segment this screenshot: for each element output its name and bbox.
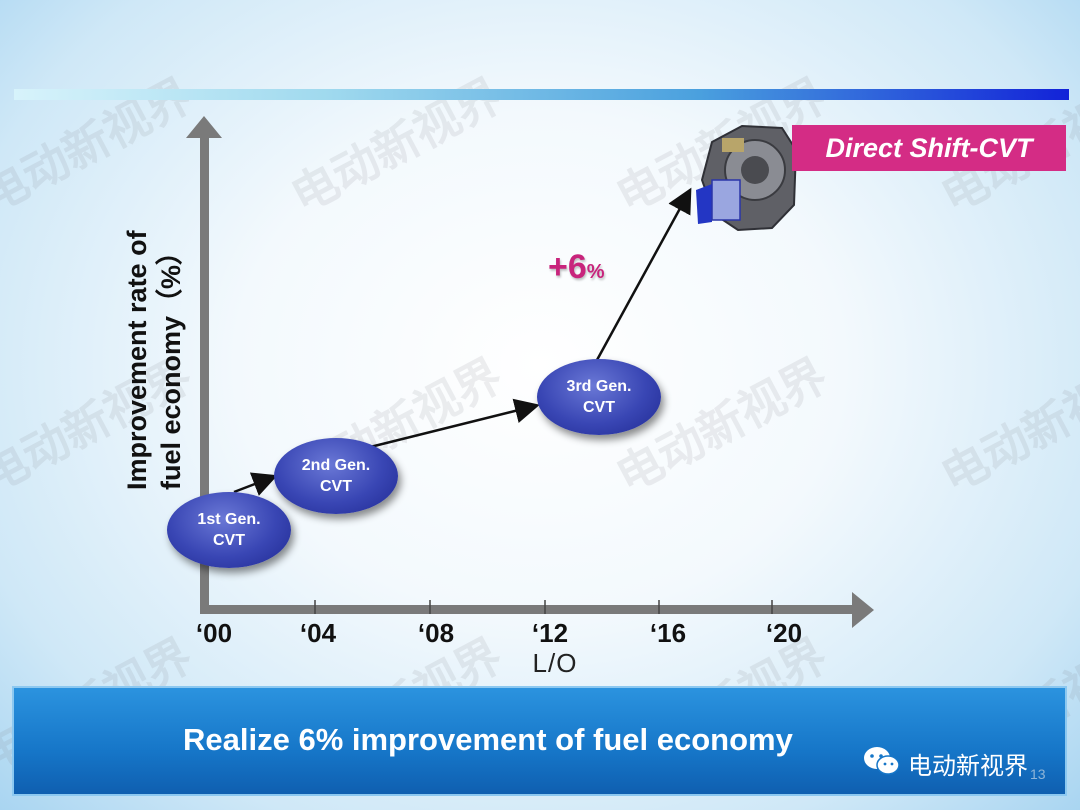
summary-banner — [12, 686, 1067, 796]
gen3-cvt-node: 3rd Gen. CVT — [537, 359, 661, 435]
arrow-gen3-dsc — [595, 187, 692, 361]
x-tick-label: ‘08 — [417, 618, 455, 648]
wechat-account-label: 电动新视界 — [908, 753, 1028, 780]
x-tick-label: ‘12 — [531, 618, 569, 648]
y-axis-label: Improvement rate of fuel economy（%） — [120, 190, 200, 490]
x-tick-label: ‘16 — [649, 618, 687, 648]
transmission-image — [696, 124, 798, 232]
gen2-cvt-node: 2nd Gen. CVT — [274, 438, 398, 514]
improvement-value: +6 — [548, 248, 587, 286]
direct-shift-cvt-label: Direct Shift-CVT — [792, 125, 1066, 171]
page-number: 13 — [1030, 766, 1046, 782]
gen2-cvt-label: 2nd Gen. CVT — [301, 457, 371, 495]
gen3-cvt-label: 3rd Gen. CVT — [566, 378, 632, 416]
wechat-icon — [864, 747, 900, 775]
gen1-cvt-node: 1st Gen. CVT — [167, 492, 291, 568]
improvement-unit: % — [586, 261, 605, 283]
x-tick-label: ‘20 — [765, 618, 803, 648]
y-axis-label-line2: fuel economy（%） — [156, 237, 186, 490]
y-axis — [186, 116, 222, 610]
gen1-cvt-label: 1st Gen. CVT — [197, 511, 261, 549]
arrow-gen2-gen3 — [361, 398, 540, 451]
header-divider — [14, 89, 1069, 100]
x-axis-label: L/O — [532, 648, 578, 678]
x-tick-label: ‘04 — [299, 618, 337, 648]
y-axis-label-line1: Improvement rate of — [122, 230, 152, 490]
x-tick-label: ‘00 — [195, 618, 233, 648]
x-axis — [200, 592, 874, 628]
arrow-gen1-gen2 — [233, 472, 278, 496]
summary-text: Realize 6% improvement of fuel economy — [183, 722, 793, 757]
improvement-annotation: +6% — [548, 248, 605, 287]
